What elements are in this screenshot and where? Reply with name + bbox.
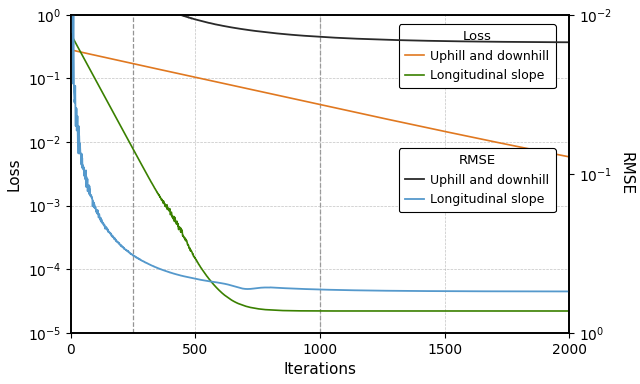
Uphill and downhill	[460, 39, 467, 44]
Uphill and downhill	[67, 48, 75, 52]
Longitudinal slope	[296, 309, 304, 313]
Line: Longitudinal slope: Longitudinal slope	[71, 34, 570, 311]
Uphill and downhill	[566, 40, 573, 45]
Longitudinal slope	[551, 289, 559, 294]
Longitudinal slope	[460, 309, 467, 313]
Uphill and downhill	[566, 155, 573, 159]
Uphill and downhill	[551, 40, 559, 45]
Y-axis label: RMSE: RMSE	[618, 152, 633, 195]
Longitudinal slope	[310, 309, 317, 313]
Longitudinal slope	[566, 289, 573, 294]
Longitudinal slope	[460, 289, 467, 293]
Uphill and downhill	[296, 98, 304, 103]
Line: Longitudinal slope: Longitudinal slope	[71, 0, 570, 291]
Line: Uphill and downhill: Uphill and downhill	[71, 50, 570, 157]
Uphill and downhill	[551, 40, 559, 45]
Longitudinal slope	[310, 287, 317, 291]
X-axis label: Iterations: Iterations	[284, 362, 356, 377]
Uphill and downhill	[551, 152, 559, 156]
Longitudinal slope	[67, 25, 75, 29]
Longitudinal slope	[551, 309, 559, 313]
Y-axis label: Loss: Loss	[7, 157, 22, 190]
Uphill and downhill	[93, 53, 100, 58]
Uphill and downhill	[551, 152, 559, 156]
Uphill and downhill	[460, 133, 467, 138]
Line: Uphill and downhill: Uphill and downhill	[71, 0, 570, 42]
Longitudinal slope	[93, 209, 100, 214]
Uphill and downhill	[296, 33, 304, 38]
Legend: Uphill and downhill, Longitudinal slope: Uphill and downhill, Longitudinal slope	[399, 148, 556, 212]
Longitudinal slope	[551, 309, 559, 313]
Uphill and downhill	[310, 101, 317, 106]
Longitudinal slope	[563, 309, 570, 313]
Longitudinal slope	[551, 289, 559, 294]
Longitudinal slope	[296, 286, 304, 291]
Longitudinal slope	[93, 79, 100, 84]
Uphill and downhill	[310, 34, 317, 39]
Longitudinal slope	[566, 309, 573, 313]
Longitudinal slope	[67, 32, 75, 36]
Uphill and downhill	[67, 48, 75, 52]
